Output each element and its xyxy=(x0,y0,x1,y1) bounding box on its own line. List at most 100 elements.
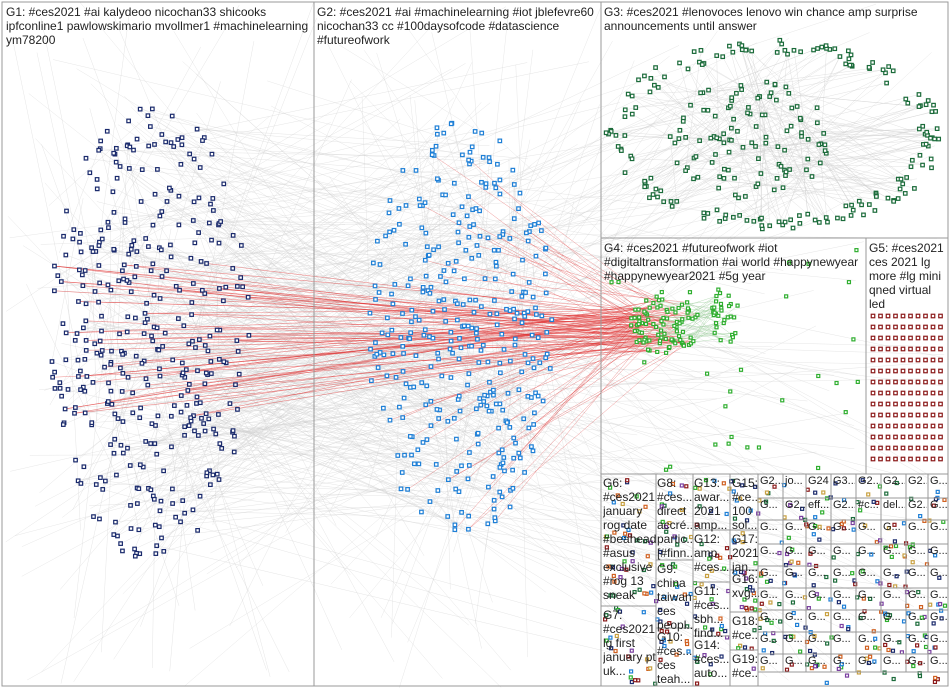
g3-node xyxy=(880,67,886,73)
g5-node xyxy=(930,313,936,319)
small-group-node xyxy=(933,553,938,558)
g2-node xyxy=(543,355,549,361)
small-group-node xyxy=(619,566,624,572)
g5-node xyxy=(893,456,898,462)
small-group-node xyxy=(613,648,618,654)
small-group-node xyxy=(651,584,656,589)
g4-node xyxy=(723,404,728,409)
g3-node xyxy=(619,148,624,153)
g1-node xyxy=(141,331,147,336)
g4-node xyxy=(688,341,694,346)
g2-node xyxy=(543,271,548,277)
small-group-node xyxy=(873,645,878,650)
g3-node xyxy=(822,142,828,148)
small-group-node xyxy=(672,534,677,539)
g3-node xyxy=(799,130,804,136)
g2-node xyxy=(445,418,451,424)
g1-node xyxy=(117,164,123,169)
g2-node xyxy=(481,399,487,404)
g2-node xyxy=(447,346,453,352)
g5-node xyxy=(885,401,891,407)
g1-node xyxy=(188,415,194,421)
small-group-node xyxy=(695,659,700,664)
g3-node xyxy=(866,202,872,207)
g1-node xyxy=(191,156,197,162)
g1-node xyxy=(206,416,212,422)
small-group-node xyxy=(937,575,942,580)
g1-node xyxy=(173,514,178,520)
g4-node xyxy=(629,316,634,321)
g2-node xyxy=(469,343,474,349)
g1-node xyxy=(98,352,104,358)
g1-node xyxy=(52,288,57,294)
small-group-node xyxy=(750,588,755,593)
g4-node xyxy=(714,325,719,330)
g2-node xyxy=(531,422,536,427)
g1-node xyxy=(179,142,185,148)
g1-node xyxy=(106,225,111,230)
g1-node xyxy=(157,213,163,219)
g2-node xyxy=(423,273,429,279)
node-layer xyxy=(49,37,948,686)
g2-node xyxy=(497,465,503,470)
g2-node xyxy=(465,476,471,482)
g5-node xyxy=(908,412,913,418)
g3-node xyxy=(728,103,733,109)
small-group-node xyxy=(648,666,653,671)
g1-node xyxy=(210,472,216,478)
g1-node xyxy=(127,463,133,468)
small-group-node xyxy=(618,575,623,580)
g5-node xyxy=(878,313,883,319)
g1-node xyxy=(133,315,138,321)
g3-node xyxy=(777,37,783,43)
g3-node xyxy=(739,87,744,92)
g1-node xyxy=(114,472,119,478)
g4-node xyxy=(660,297,665,302)
g4-node xyxy=(679,302,685,307)
g2-node xyxy=(466,157,471,163)
small-group-node xyxy=(811,532,816,537)
g1-node xyxy=(176,222,182,228)
g1-node xyxy=(196,195,202,201)
g2-node xyxy=(520,257,525,263)
g4-node xyxy=(664,316,670,321)
g1-node xyxy=(235,349,241,354)
small-group-node xyxy=(620,624,625,629)
small-group-node xyxy=(812,633,817,639)
g3-node xyxy=(653,65,658,70)
small-group-node xyxy=(907,545,913,550)
g4-node xyxy=(674,329,679,334)
g1-node xyxy=(156,524,162,530)
g3-node xyxy=(924,129,930,135)
small-group-node xyxy=(897,640,902,645)
g2-node xyxy=(473,330,479,336)
g1-node xyxy=(52,263,57,269)
g2-node xyxy=(507,358,513,364)
g1-node xyxy=(223,284,229,290)
g2-node xyxy=(391,227,397,233)
small-group-node xyxy=(931,621,936,626)
small-group-node xyxy=(707,556,712,561)
g3-node xyxy=(739,43,745,48)
g2-node xyxy=(367,310,373,316)
g2-node xyxy=(477,233,483,239)
g1-node xyxy=(125,374,131,380)
small-group-node xyxy=(765,617,770,623)
g1-node xyxy=(216,412,221,417)
g1-node xyxy=(196,433,201,438)
small-group-node xyxy=(833,578,838,583)
small-group-node xyxy=(710,601,715,607)
g2-node xyxy=(535,393,541,399)
g1-node xyxy=(156,347,162,353)
small-group-node xyxy=(850,516,856,522)
g5-node xyxy=(870,324,876,330)
g4-node xyxy=(661,315,666,321)
g2-node xyxy=(519,369,525,375)
small-group-node xyxy=(892,539,898,544)
g2-node xyxy=(496,247,501,253)
g1-node xyxy=(182,432,187,438)
g1-node xyxy=(80,283,86,289)
small-group-node xyxy=(727,486,732,491)
g2-node xyxy=(381,405,386,411)
